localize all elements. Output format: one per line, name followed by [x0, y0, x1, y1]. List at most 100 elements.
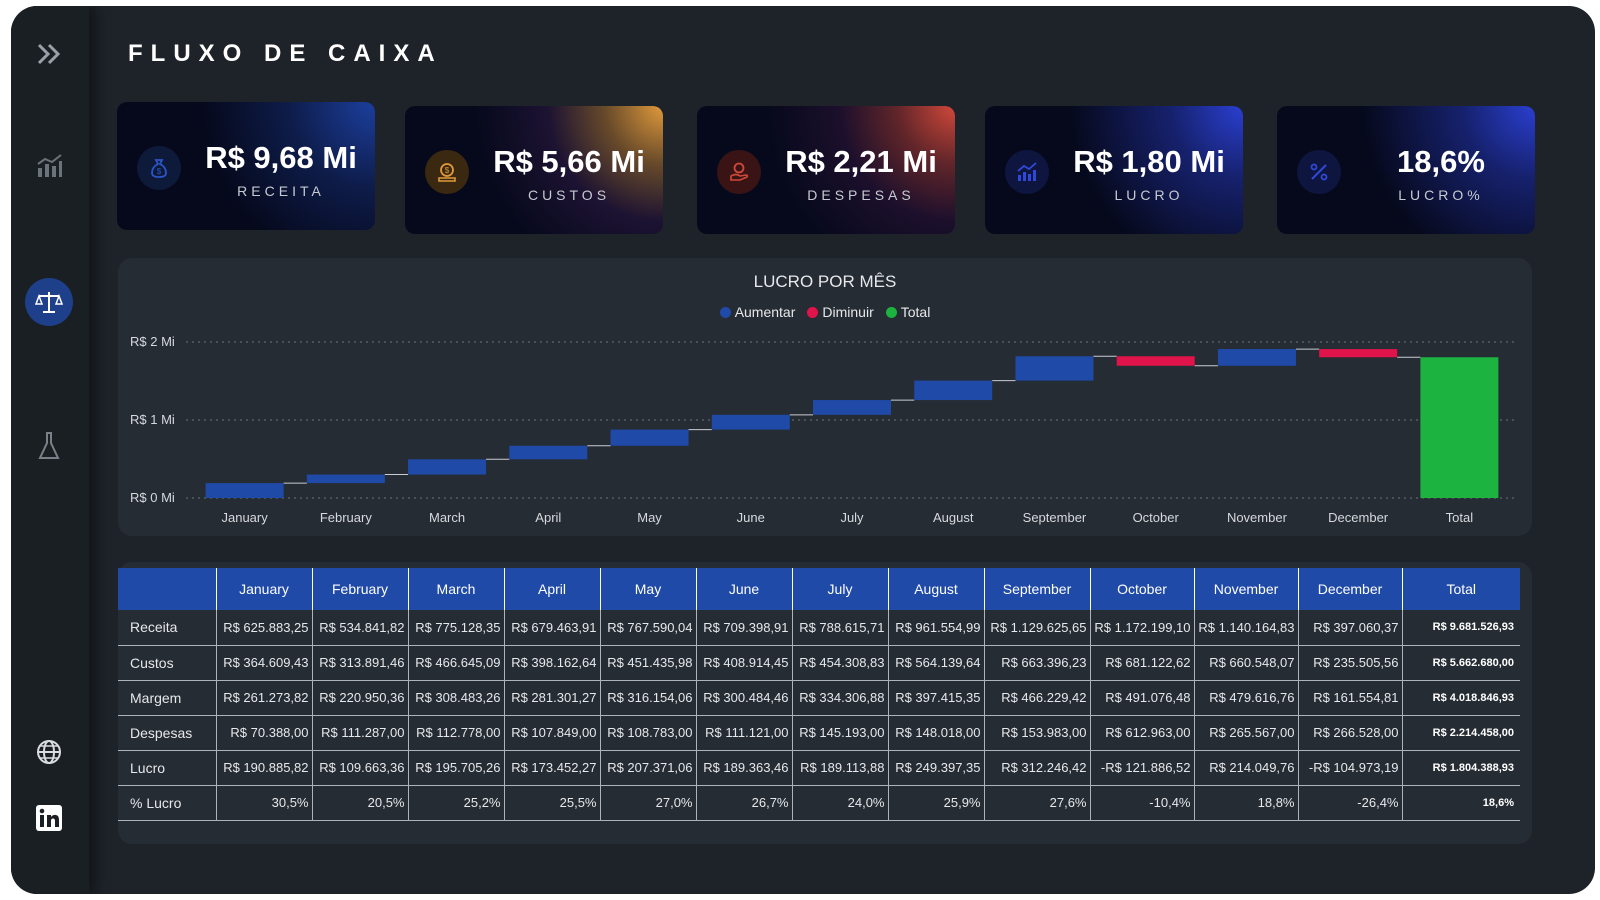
kpi-value: R$ 9,68 Mi: [205, 140, 357, 175]
dashboard-frame: FLUXO DE CAIXA $ R$ 9,68 Mi RECEITA $ R$…: [11, 6, 1595, 894]
column-header[interactable]: April: [504, 568, 601, 610]
kpi-label: RECEITA: [237, 183, 325, 199]
x-tick-label: September: [1023, 510, 1087, 525]
table-cell: R$ 308.483,26: [408, 680, 505, 716]
column-header[interactable]: June: [696, 568, 793, 610]
increase-bar[interactable]: [1015, 356, 1094, 381]
x-tick-label: May: [637, 510, 662, 525]
increase-bar[interactable]: [711, 414, 790, 430]
table-cell: R$ 767.590,04: [600, 610, 697, 646]
column-header[interactable]: July: [792, 568, 889, 610]
money-bag-icon: $: [137, 146, 181, 190]
table-cell: 24,0%: [792, 785, 889, 821]
x-tick-label: February: [320, 510, 373, 525]
table-cell: R$ 261.273,82: [216, 680, 313, 716]
column-header[interactable]: February: [312, 568, 409, 610]
monthly-table: January February March April May June July Augu…: [118, 568, 1520, 821]
legend-item-total[interactable]: Total: [885, 304, 930, 320]
legend-label: Diminuir: [822, 304, 874, 320]
chevrons-right-icon[interactable]: [25, 30, 73, 78]
scale-balance-icon[interactable]: [25, 278, 73, 326]
legend-dot: [885, 306, 897, 318]
increase-bar[interactable]: [813, 400, 891, 415]
page-title: FLUXO DE CAIXA: [128, 40, 443, 67]
increase-bar[interactable]: [408, 459, 487, 475]
table-cell: -26,4%: [1298, 785, 1403, 821]
increase-bar[interactable]: [205, 483, 284, 498]
table-cell: -10,4%: [1090, 785, 1195, 821]
table-cell: R$ 312.246,42: [984, 750, 1091, 786]
total-cell: R$ 9.681.526,93: [1402, 610, 1520, 646]
column-header[interactable]: August: [888, 568, 985, 610]
table-cell: R$ 564.139,64: [888, 645, 985, 681]
table-cell: R$ 612.963,00: [1090, 715, 1195, 751]
total-bar[interactable]: [1420, 357, 1499, 498]
column-header[interactable]: May: [600, 568, 697, 610]
svg-text:$: $: [157, 167, 162, 176]
row-label: Custos: [118, 645, 217, 681]
table-cell: R$ 625.883,25: [216, 610, 313, 646]
column-header[interactable]: December: [1298, 568, 1403, 610]
kpi-card-custos: $ R$ 5,66 Mi CUSTOS: [405, 106, 663, 234]
increase-bar[interactable]: [610, 429, 689, 446]
table-row: Lucro R$ 190.885,82 R$ 109.663,36 R$ 195.70…: [118, 750, 1520, 786]
legend-item-diminuir[interactable]: Diminuir: [807, 304, 874, 320]
table-cell: R$ 454.308,83: [792, 645, 889, 681]
increase-bar[interactable]: [914, 380, 993, 401]
table-cell: R$ 111.121,00: [696, 715, 793, 751]
table-cell: R$ 1.172.199,10: [1090, 610, 1195, 646]
flask-icon[interactable]: [25, 422, 73, 470]
table-cell: R$ 1.129.625,65: [984, 610, 1091, 646]
legend-dot: [719, 306, 731, 318]
bar-chart-icon[interactable]: [25, 142, 73, 190]
globe-icon[interactable]: [25, 728, 73, 776]
legend-item-aumentar[interactable]: Aumentar: [719, 304, 795, 320]
x-tick-label: August: [933, 510, 974, 525]
decrease-bar[interactable]: [1319, 349, 1398, 358]
table-cell: R$ 334.306,88: [792, 680, 889, 716]
x-tick-label: June: [737, 510, 765, 525]
monthly-table-panel: January February March April May June July Augu…: [118, 562, 1532, 844]
table-cell: R$ 153.983,00: [984, 715, 1091, 751]
growth-chart-icon: [1005, 150, 1049, 194]
decrease-bar[interactable]: [1116, 356, 1195, 366]
y-tick-label: R$ 2 Mi: [130, 334, 175, 349]
increase-bar[interactable]: [306, 474, 385, 484]
column-header[interactable]: November: [1194, 568, 1299, 610]
table-row: Receita R$ 625.883,25 R$ 534.841,82 R$ 775.…: [118, 610, 1520, 646]
x-tick-label: Total: [1446, 510, 1474, 525]
table-cell: R$ 466.229,42: [984, 680, 1091, 716]
table-cell: R$ 173.452,27: [504, 750, 601, 786]
column-header[interactable]: October: [1090, 568, 1195, 610]
linkedin-icon[interactable]: [25, 794, 73, 842]
table-cell: R$ 265.567,00: [1194, 715, 1299, 751]
table-cell: R$ 190.885,82: [216, 750, 313, 786]
column-header[interactable]: September: [984, 568, 1091, 610]
table-cell: 25,5%: [504, 785, 601, 821]
increase-bar[interactable]: [509, 445, 588, 460]
table-cell: 30,5%: [216, 785, 313, 821]
row-label: Receita: [118, 610, 217, 646]
x-tick-label: January: [221, 510, 268, 525]
column-header[interactable]: Total: [1402, 568, 1520, 610]
x-tick-label: October: [1133, 510, 1180, 525]
waterfall-chart: R$ 2 Mi R$ 1 Mi R$ 0 Mi January February Marc…: [130, 334, 1518, 525]
table-cell: R$ 408.914,45: [696, 645, 793, 681]
table-cell: R$ 214.049,76: [1194, 750, 1299, 786]
svg-text:$: $: [445, 166, 450, 175]
row-label: Despesas: [118, 715, 217, 751]
legend-dot: [807, 306, 819, 318]
table-row: Despesas R$ 70.388,00 R$ 111.287,00 R$ 112.…: [118, 715, 1520, 751]
column-header[interactable]: March: [408, 568, 505, 610]
table-cell: R$ 491.076,48: [1090, 680, 1195, 716]
column-header[interactable]: January: [216, 568, 313, 610]
table-cell: R$ 111.287,00: [312, 715, 409, 751]
table-cell: R$ 220.950,36: [312, 680, 409, 716]
row-label: Margem: [118, 680, 217, 716]
x-tick-label: December: [1328, 510, 1389, 525]
table-cell: 27,6%: [984, 785, 1091, 821]
chart-legend: Aumentar Diminuir Total: [118, 304, 1532, 320]
kpi-label: DESPESAS: [807, 187, 915, 203]
increase-bar[interactable]: [1217, 349, 1296, 366]
y-tick-label: R$ 0 Mi: [130, 490, 175, 505]
